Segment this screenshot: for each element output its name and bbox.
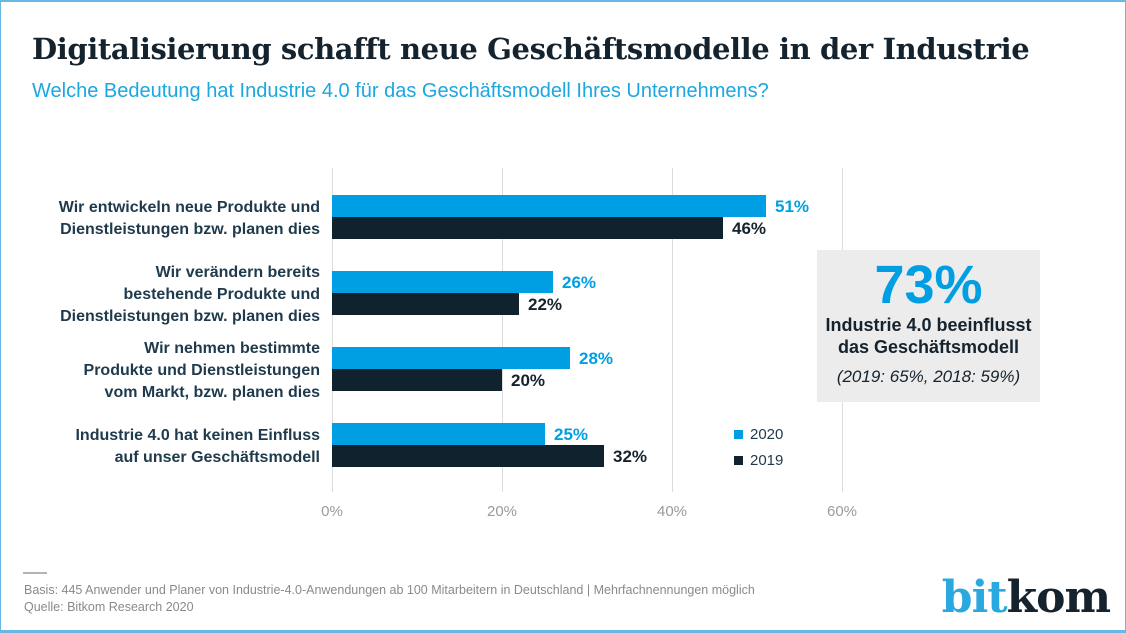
- x-axis-tick: 60%: [826, 503, 858, 520]
- category-label: Wir entwickeln neue Produkte und Dienstle…: [58, 199, 320, 238]
- footer-source: Quelle: Bitkom Research 2020: [24, 600, 194, 614]
- legend-label-2019: 2019: [750, 452, 784, 469]
- page-title: Digitalisierung schafft neue Geschäftsmo…: [32, 32, 1030, 66]
- gridline-20: [502, 168, 503, 492]
- value-label-2019: 22%: [528, 295, 563, 314]
- footer-divider: [23, 572, 47, 574]
- bitkom-logo: bitkom: [941, 572, 1111, 623]
- bar-2020: [332, 271, 553, 293]
- value-label-2020: 51%: [775, 197, 810, 216]
- category-label: Wir nehmen bestimmte Produkte und Dienstl…: [83, 340, 320, 401]
- bar-2019: [332, 369, 502, 391]
- bar-2020: [332, 423, 545, 445]
- x-axis-tick: 20%: [486, 503, 518, 520]
- legend-label-2020: 2020: [750, 426, 784, 443]
- category-label: Industrie 4.0 hat keinen Einfluss auf uns…: [75, 427, 320, 466]
- highlight-text-line2: das Geschäftsmodell: [837, 337, 1020, 357]
- value-label-2019: 20%: [511, 371, 546, 390]
- logo-part-bit: bit: [941, 572, 1008, 623]
- value-label-2019: 46%: [732, 219, 767, 238]
- bar-2020: [332, 347, 570, 369]
- value-label-2020: 25%: [554, 425, 589, 444]
- x-axis-tick: 0%: [321, 503, 343, 520]
- bar-2020: [332, 195, 766, 217]
- highlight-text-line1: Industrie 4.0 beeinflusst: [825, 315, 1032, 335]
- category-label: Wir verändern bereits bestehende Produkte…: [60, 264, 320, 325]
- value-label-2020: 26%: [562, 273, 597, 292]
- footer-basis: Basis: 445 Anwender und Planer von Indus…: [24, 583, 755, 597]
- bar-2019: [332, 293, 519, 315]
- highlight-note: (2019: 65%, 2018: 59%): [836, 367, 1021, 386]
- legend-swatch-2020-icon: [734, 430, 743, 439]
- page-subtitle: Welche Bedeutung hat Industrie 4.0 für d…: [32, 80, 769, 102]
- x-axis-tick: 40%: [656, 503, 688, 520]
- value-label-2019: 32%: [613, 447, 648, 466]
- gridline-0: [332, 168, 333, 492]
- logo-part-kom: kom: [1006, 572, 1111, 623]
- value-label-2020: 28%: [579, 349, 614, 368]
- legend-swatch-2019-icon: [734, 456, 743, 465]
- highlight-value: 73%: [874, 255, 983, 315]
- gridline-40: [672, 168, 673, 492]
- highlight-box: 73% Industrie 4.0 beeinflusst das Geschä…: [817, 250, 1040, 402]
- bar-2019: [332, 217, 723, 239]
- legend-item-2020: 2020: [734, 426, 783, 443]
- legend-item-2019: 2019: [734, 452, 783, 469]
- bar-2019: [332, 445, 604, 467]
